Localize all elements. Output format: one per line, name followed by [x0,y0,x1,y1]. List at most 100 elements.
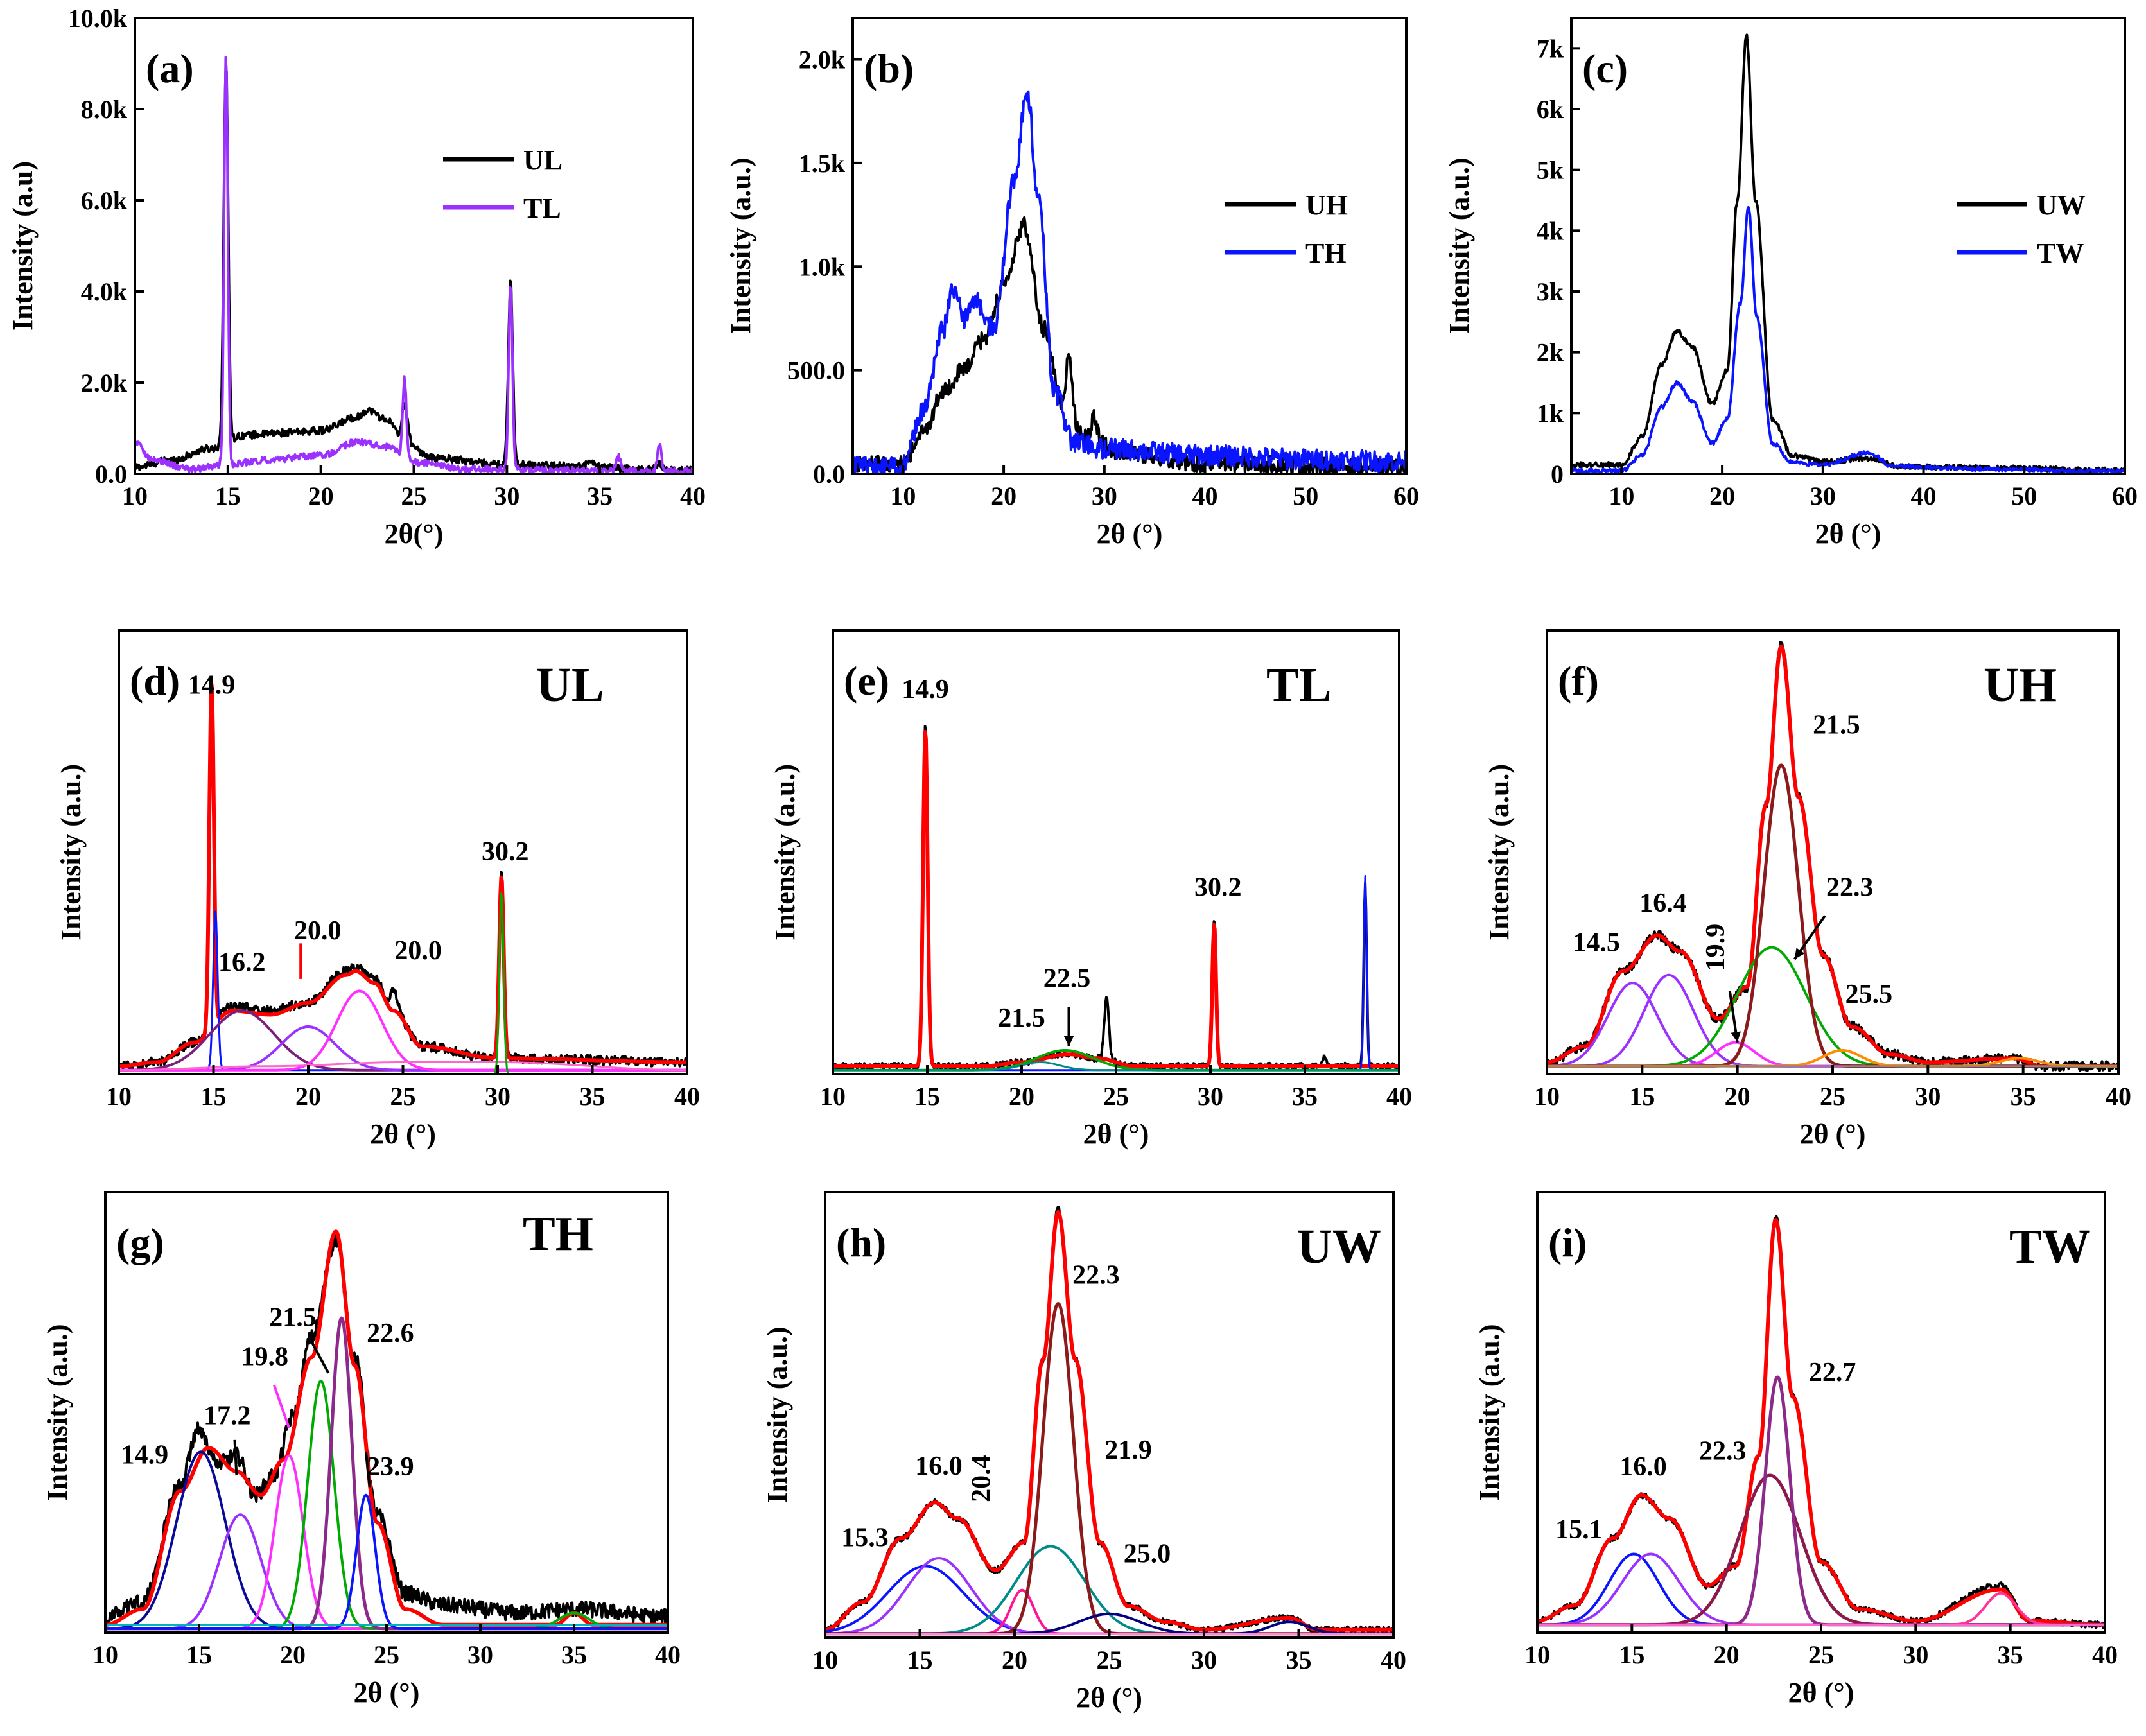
panel-c: 10 20 30 40 50 60 0 1k 2k 3k 4k 5k 6k 7k 2θ (°) Intensi… [1444,17,2138,550]
series-group [119,679,687,1074]
y-tick-label: 2.0k [799,46,846,74]
panel-h: 10 15 20 25 30 35 40 2θ (°) Intensity (a.u.) (h) U… [762,1191,1406,1714]
x-tick-label: 10 [92,1640,118,1669]
y-tick-label: 0.0 [813,460,845,489]
panel-g: 10 15 20 25 30 35 40 2θ (°) Intensity (a.u.) (g) T… [42,1191,681,1708]
x-axis-title: 2θ (°) [1083,1118,1149,1150]
y-tick-label: 6k [1537,95,1564,124]
panel-label: (c) [1582,46,1628,91]
series-fit [1537,1217,2105,1627]
x-tick-label: 30 [1198,1082,1223,1111]
panel-label: (h) [836,1220,886,1265]
peak-annotation: 21.5 [269,1303,317,1332]
x-tick-label: 15 [201,1082,227,1111]
y-axis-title: Intensity (a.u.) [1474,1324,1505,1500]
peak-annotation: 16.0 [1619,1452,1667,1482]
x-tick-label: 10 [1534,1082,1560,1111]
peak-annotation: 30.2 [1194,872,1242,902]
panel-label: (g) [116,1220,164,1265]
x-tick-label: 20 [280,1640,306,1669]
x-tick-label: 10 [106,1082,132,1111]
series-c2 [825,1557,1393,1635]
x-tick-label: 40 [1381,1645,1406,1674]
peak-annotation: 21.5 [998,1003,1045,1033]
peak-annotation: 20.0 [394,936,442,966]
x-tick-label: 30 [1092,482,1117,510]
peak-annotation: 21.5 [1813,710,1860,740]
peak-annotation: 14.9 [188,671,236,700]
x-tick-label: 35 [580,1082,606,1111]
x-tick-label: 35 [587,482,613,510]
x-tick-label: 25 [390,1082,416,1111]
x-tick-label: 25 [1097,1645,1122,1674]
y-tick-label: 2k [1537,338,1564,367]
series-group [135,56,693,474]
legend-label: TW [2037,238,2084,269]
series-TL [135,56,693,474]
x-tick-label: 35 [1286,1645,1312,1674]
series-c5 [1547,763,2118,1068]
annotation-arrowhead [1063,1036,1074,1046]
x-tick-label: 20 [1009,1082,1034,1111]
peak-annotation: 14.5 [1573,928,1620,958]
annotation-arrowhead [1794,948,1805,960]
series-fit [833,729,1399,1068]
x-tick-label: 25 [401,482,427,510]
sample-label: UW [1297,1220,1381,1274]
panel-label: (e) [844,658,889,704]
series-c5 [1537,1592,2105,1626]
x-tick-label: 40 [1386,1082,1412,1111]
series-c1 [119,910,687,1072]
panel-label: (i) [1548,1220,1587,1265]
x-tick-label: 15 [1629,1082,1655,1111]
panel-i: 10 15 20 25 30 35 40 2θ (°) Intensity (a.u.) (i) T… [1474,1191,2118,1708]
x-tick-label: 25 [1820,1082,1845,1111]
peak-annotation: 23.9 [367,1452,414,1482]
peak-annotation: 17.2 [204,1401,251,1430]
series-raw [1537,1215,2105,1629]
x-tick-label: 20 [1709,482,1735,510]
x-tick-label: 30 [1191,1645,1217,1674]
x-tick-label: 20 [991,482,1016,510]
series-c6 [119,892,687,1074]
panel-label: (a) [146,46,194,91]
x-axis-title: 2θ(°) [385,518,444,550]
plot-frame [851,17,1408,475]
series-group [853,90,1406,474]
y-axis-title: Intensity (a.u) [7,161,39,331]
x-tick-label: 10 [890,482,916,510]
series-fit [119,681,687,1068]
legend-label: TL [523,193,561,224]
x-tick-label: 30 [494,482,519,510]
peak-annotation: 16.2 [218,948,266,978]
x-tick-label: 35 [1292,1082,1318,1111]
y-tick-label: 500.0 [787,356,845,385]
peak-annotation: 19.8 [241,1342,288,1372]
x-axis-title: 2θ (°) [1076,1682,1142,1714]
peak-annotation: 22.6 [367,1319,414,1348]
legend-label: UL [523,144,563,176]
series-group [105,1229,668,1631]
x-tick-label: 30 [1810,482,1836,510]
panel-b: 10 20 30 40 50 60 0.0 500.0 1.0k 1.5k 2.0k 2θ (°) In… [725,17,1419,550]
x-tick-label: 15 [1619,1640,1644,1669]
peak-annotation: 15.1 [1555,1515,1603,1545]
x-tick-label: 60 [1393,482,1419,510]
x-tick-label: 50 [1293,482,1318,510]
series-fit [825,1210,1393,1632]
peak-annotation: 22.3 [1072,1261,1120,1290]
legend-label: TH [1305,238,1347,269]
x-tick-label: 10 [1609,482,1634,510]
x-tick-label: 30 [485,1082,510,1111]
x-tick-label: 30 [1915,1082,1941,1111]
y-tick-label: 3k [1537,277,1564,306]
panel-a: 10 15 20 25 30 35 40 0.0 2.0k 4.0k 6.0k 8.0k 10.0k 2θ… [7,4,706,550]
x-axis-title: 2θ (°) [1788,1677,1854,1708]
x-tick-label: 15 [914,1082,940,1111]
y-tick-label: 2.0k [81,369,128,397]
y-tick-label: 4.0k [81,277,128,306]
y-tick-label: 7k [1537,34,1564,63]
series-TH [853,90,1406,474]
peak-annotation: 22.7 [1809,1358,1856,1387]
series-fit [1547,644,2118,1068]
